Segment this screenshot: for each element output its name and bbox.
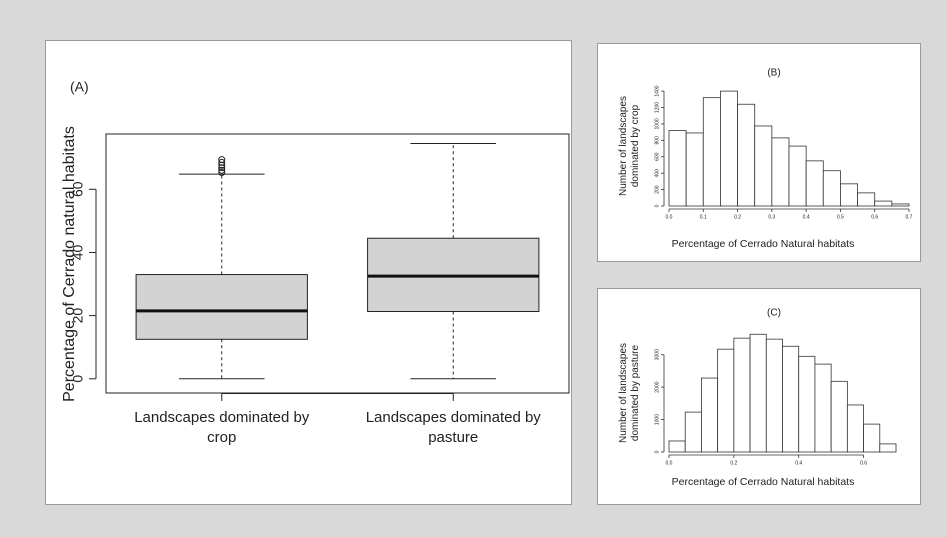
bar	[830, 380, 848, 453]
y-axis-label: Number of landscapes dominated by crop	[618, 95, 641, 197]
x-tick-label: 0.4	[795, 460, 802, 466]
x-tick-label: 0.0	[666, 460, 673, 466]
y-tick-label: 0	[654, 204, 660, 207]
x-tick-label: 0.2	[730, 460, 737, 466]
bar	[754, 125, 773, 207]
bar	[701, 377, 719, 453]
bar	[717, 348, 735, 453]
outlier	[218, 166, 226, 174]
y-tick-label: 1400	[654, 85, 660, 96]
x-tick-label: Landscapes dominated by pasture	[365, 409, 541, 446]
x-tick-label: 0.1	[700, 214, 707, 220]
bar	[846, 404, 864, 453]
histogram-chart: (B) 0.0 0.1 0.2 0.3 0.4 0.5 0.6 0.7 0 200 400 600 80…	[654, 68, 913, 221]
bar	[765, 338, 783, 453]
bar	[684, 411, 702, 453]
bar	[771, 137, 790, 207]
panel-c: (C) 0.0 0.2 0.4 0.6 0 1000 2000 3000 Number of …	[597, 288, 921, 505]
bar	[879, 443, 897, 453]
x-tick-label: 0.6	[871, 214, 878, 220]
bar	[733, 337, 751, 453]
bar	[782, 345, 800, 453]
chart-title: (A)	[70, 79, 89, 95]
x-axis-label: Percentage of Cerrado Natural habitats	[671, 476, 855, 488]
boxplot-chart: (A) Percentage of Cerrado natural habita…	[61, 79, 570, 402]
outlier	[218, 164, 226, 172]
x-tick-label: 0.4	[803, 214, 810, 220]
x-tick-label: 0.0	[666, 214, 673, 220]
bar	[720, 90, 738, 207]
outlier	[218, 158, 226, 166]
y-axis-label: Number of landscapes dominated by pastur…	[618, 342, 641, 444]
bar	[749, 333, 767, 453]
y-tick-label: 1200	[654, 102, 660, 113]
bar	[891, 203, 910, 207]
y-tick-label: 200	[654, 185, 660, 194]
x-axis-label: Percentage of Cerrado Natural habitats	[671, 238, 855, 250]
outlier	[218, 169, 226, 177]
x-tick-label: Landscapes dominated by crop	[134, 409, 310, 446]
bar	[857, 192, 876, 207]
x-tick-label: 0.5	[837, 214, 844, 220]
bar	[840, 183, 858, 207]
y-tick-label: 40	[70, 244, 86, 260]
histogram-chart: (C) 0.0 0.2 0.4 0.6 0 1000 2000 3000	[654, 308, 897, 466]
bar	[685, 132, 704, 207]
y-tick-label: 3000	[654, 349, 660, 360]
y-tick-label: 800	[654, 136, 660, 145]
panel-a: (A) Percentage of Cerrado natural habita…	[45, 40, 572, 505]
bar	[702, 97, 721, 207]
bar	[668, 130, 687, 207]
y-tick-label: 20	[70, 308, 86, 324]
y-tick-label: 1000	[654, 118, 660, 129]
y-tick-label: 1000	[654, 414, 660, 425]
y-tick-label: 0	[70, 375, 86, 383]
bar	[788, 145, 807, 207]
x-tick-label: 0.6	[860, 460, 867, 466]
bar	[805, 160, 824, 207]
bar	[798, 355, 816, 453]
bar	[874, 200, 893, 207]
bar	[814, 363, 832, 453]
bar	[863, 423, 881, 453]
outlier	[218, 156, 226, 164]
y-tick-label: 0	[654, 450, 660, 453]
bar	[668, 440, 686, 453]
panel-b: (B) 0.0 0.1 0.2 0.3 0.4 0.5 0.6 0.7 0 200 400 600 80…	[597, 43, 921, 262]
y-tick-label: 400	[654, 169, 660, 178]
x-tick-label: 0.3	[768, 214, 775, 220]
box	[135, 274, 308, 340]
chart-title: (C)	[767, 308, 781, 319]
y-tick-label: 60	[70, 181, 86, 197]
bar	[737, 103, 756, 207]
y-tick-label: 600	[654, 152, 660, 161]
x-tick-label: 0.2	[734, 214, 741, 220]
y-tick-label: 2000	[654, 381, 660, 392]
chart-title: (B)	[767, 68, 780, 79]
x-tick-label: 0.7	[906, 214, 913, 220]
bar	[822, 170, 841, 207]
y-axis-label: Percentage of Cerrado natural habitats	[61, 126, 78, 402]
